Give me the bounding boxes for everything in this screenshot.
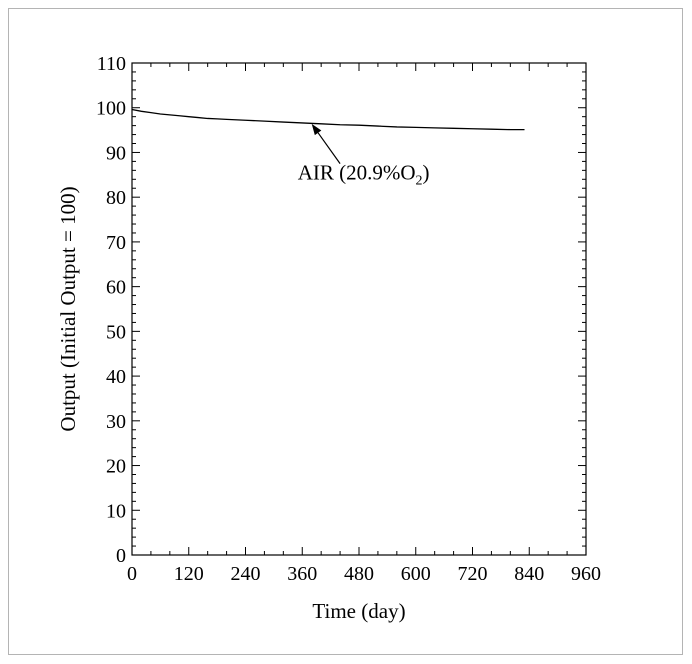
x-axis-title: Time (day) <box>312 599 405 623</box>
x-tick-label: 840 <box>514 563 544 585</box>
x-tick-label: 960 <box>571 563 601 585</box>
y-tick-label: 70 <box>106 232 126 254</box>
annotation-label-main: AIR (20.9%O <box>298 161 416 185</box>
y-tick-label: 0 <box>116 545 126 567</box>
x-tick-label: 360 <box>287 563 317 585</box>
series-line <box>131 108 525 131</box>
annotation-label-suffix: ) <box>423 161 430 185</box>
annotation-label: AIR (20.9%O2) <box>298 161 430 189</box>
tick-labels: 0 120 240 360 480 600 720 840 960 0 10 20 30 40 50 60 70… <box>96 53 601 585</box>
annotation: AIR (20.9%O2) <box>298 123 430 189</box>
y-tick-label: 110 <box>97 53 126 75</box>
y-axis-title: Output (Initial Output = 100) <box>56 186 80 431</box>
x-tick-label: 120 <box>174 563 204 585</box>
y-tick-label: 90 <box>106 142 126 164</box>
x-tick-label: 480 <box>344 563 374 585</box>
data-series <box>131 108 525 131</box>
annotation-arrow-head <box>311 123 322 136</box>
plot-area <box>131 62 587 556</box>
y-tick-label: 50 <box>106 321 126 343</box>
x-tick-label: 600 <box>401 563 431 585</box>
y-tick-label: 60 <box>106 277 126 299</box>
y-tick-label: 20 <box>106 456 126 478</box>
y-tick-label: 40 <box>106 366 126 388</box>
y-tick-label: 80 <box>106 187 126 209</box>
x-tick-label: 0 <box>127 563 137 585</box>
x-tick-label: 240 <box>231 563 261 585</box>
tick-marks <box>131 62 587 556</box>
y-tick-label: 10 <box>106 500 126 522</box>
annotation-label-subscript: 2 <box>416 174 423 189</box>
figure-frame <box>8 8 683 655</box>
y-tick-label: 30 <box>106 411 126 433</box>
x-tick-label: 720 <box>458 563 488 585</box>
annotation-arrow <box>317 132 341 164</box>
y-tick-label: 100 <box>96 98 126 120</box>
